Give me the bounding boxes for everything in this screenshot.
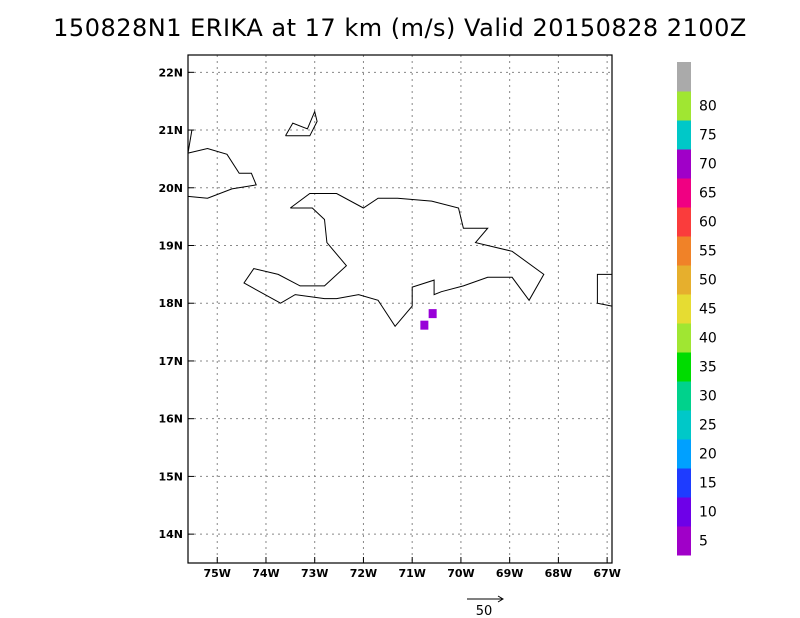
chart-title: 150828N1 ERIKA at 17 km (m/s) Valid 2015… <box>53 14 747 42</box>
coastline <box>187 147 257 199</box>
colorbar-swatch <box>677 323 691 353</box>
colorbar-swatch <box>677 178 691 208</box>
x-tick-label: 71W <box>398 567 425 580</box>
map-frame <box>187 54 613 564</box>
coastline <box>596 273 613 307</box>
colorbar-label: 35 <box>699 360 717 376</box>
colorbar-label: 75 <box>699 128 717 144</box>
y-tick-label: 15N <box>158 470 183 483</box>
colorbar-label: 20 <box>699 447 717 463</box>
colorbar-label: 70 <box>699 157 717 173</box>
x-tick-label: 68W <box>545 567 572 580</box>
colorbar-label: 50 <box>699 273 717 289</box>
colorbar-label: 15 <box>699 476 717 492</box>
y-tick-label: 20N <box>158 182 183 195</box>
x-tick-label: 69W <box>496 567 523 580</box>
colorbar-label: 45 <box>699 302 717 318</box>
colorbar-swatch <box>677 149 691 179</box>
colorbar: 5 10 15 20 25 30 35 40 45 50 55 60 65 70 75 80 <box>677 62 717 556</box>
colorbar-swatch <box>677 265 691 295</box>
colorbar-swatch <box>677 526 691 556</box>
y-tick-label: 14N <box>158 528 183 541</box>
x-tick-label: 75W <box>204 567 231 580</box>
coastlines <box>187 110 613 328</box>
y-tick-label: 19N <box>158 240 183 253</box>
colorbar-swatch <box>677 294 691 324</box>
colorbar-swatch <box>677 410 691 440</box>
coastline <box>187 129 193 154</box>
colorbar-swatch <box>677 497 691 527</box>
x-tick-label: 70W <box>447 567 474 580</box>
vector-key-label: 50 <box>476 604 493 618</box>
colorbar-label: 65 <box>699 186 717 202</box>
x-tick-label: 72W <box>350 567 377 580</box>
colorbar-label: 5 <box>699 534 708 550</box>
colorbar-swatch <box>677 352 691 382</box>
vector-key-arrowhead <box>497 595 504 603</box>
colorbar-swatch <box>677 468 691 498</box>
y-tick-label: 21N <box>158 124 183 137</box>
colorbar-swatch <box>677 207 691 237</box>
y-tick-label: 22N <box>158 66 183 79</box>
coastline <box>285 110 318 137</box>
y-tick-label: 17N <box>158 355 183 368</box>
colorbar-label: 10 <box>699 505 717 521</box>
vector-key: 50 <box>467 595 504 618</box>
wind-cell <box>420 320 429 330</box>
wind-cell <box>428 309 437 319</box>
x-tick-label: 67W <box>593 567 620 580</box>
colorbar-label: 40 <box>699 331 717 347</box>
colorbar-label: 80 <box>699 99 717 115</box>
colorbar-swatch <box>677 91 691 121</box>
colorbar-label: 30 <box>699 389 717 405</box>
y-tick-label: 18N <box>158 297 183 310</box>
y-tick-label: 16N <box>158 413 183 426</box>
colorbar-label: 60 <box>699 215 717 231</box>
x-tick-label: 73W <box>301 567 328 580</box>
coastline <box>243 193 545 328</box>
colorbar-swatch <box>677 120 691 150</box>
wind-field <box>420 309 437 330</box>
grid-lines <box>188 55 612 563</box>
colorbar-swatch <box>677 381 691 411</box>
colorbar-swatch <box>677 62 691 92</box>
colorbar-label: 55 <box>699 244 717 260</box>
colorbar-swatch <box>677 439 691 469</box>
colorbar-label: 25 <box>699 418 717 434</box>
colorbar-swatch <box>677 236 691 266</box>
axis-ticks: 75W 74W 73W 72W 71W 70W 69W 68W 67W 14N 15N 16N 17N 1… <box>158 66 620 580</box>
x-tick-label: 74W <box>252 567 279 580</box>
